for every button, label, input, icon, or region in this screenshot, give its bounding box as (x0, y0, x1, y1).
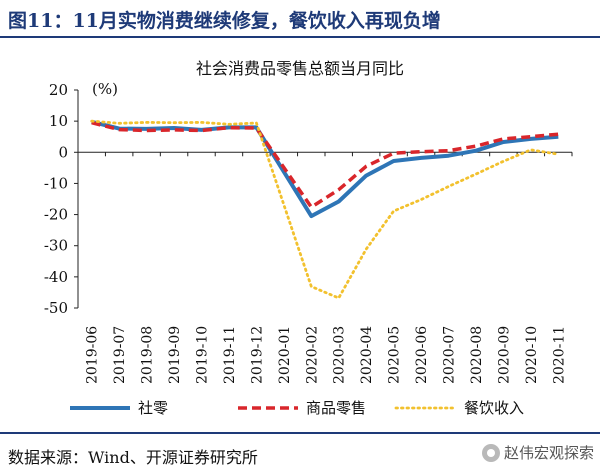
y-tick-label: 20 (49, 81, 68, 99)
series-line-2 (91, 121, 559, 209)
line-chart: 社会消费品零售总额当月同比 (%) 20100-10-20-30-40-5020… (44, 59, 573, 417)
chart-title: 社会消费品零售总额当月同比 (196, 59, 404, 78)
x-tick-label: 2020-07 (442, 326, 458, 384)
y-tick-label: 0 (58, 143, 68, 161)
y-tick-label: -10 (44, 174, 68, 192)
x-tick-label: 2020-05 (387, 326, 403, 384)
x-tick-label: 2019-11 (222, 326, 238, 384)
figure-title: 图11：11月实物消费继续修复，餐饮收入再现负增 (8, 10, 441, 32)
legend-label-1: 社零 (138, 399, 168, 417)
series-line-3 (90, 119, 560, 300)
x-tick-label: 2019-09 (167, 326, 183, 384)
y-tick-label: -20 (44, 206, 68, 224)
watermark-text: 赵伟宏观探索 (503, 444, 594, 462)
wechat-icon (481, 443, 500, 462)
x-tick-label: 2020-09 (496, 326, 512, 384)
x-tick-label: 2020-06 (414, 326, 430, 384)
x-tick-label: 2019-07 (112, 326, 128, 384)
chart-legend: 社零 商品零售 餐饮收入 (70, 399, 524, 417)
x-tick-label: 2020-01 (277, 326, 293, 384)
x-tick-label: 2020-02 (304, 326, 320, 384)
y-tick-label: -30 (44, 237, 68, 255)
legend-label-3: 餐饮收入 (464, 399, 524, 417)
y-tick-label: -40 (44, 268, 68, 286)
x-tick-label: 2020-11 (551, 326, 567, 384)
x-tick-label: 2020-10 (524, 326, 540, 384)
x-tick-label: 2019-12 (249, 326, 265, 384)
data-source-note: 数据来源：Wind、开源证券研究所 (8, 448, 258, 467)
series-line-1 (91, 119, 559, 219)
x-tick-label: 2019-08 (140, 326, 156, 384)
chart-axes: 20 10 0 -10 -20 -30 -40 -50 2019-06 2019-07 2019-0… (44, 81, 573, 384)
x-tick-label: 2020-04 (359, 326, 375, 384)
x-tick-label: 2020-03 (332, 326, 348, 384)
chart-container: 社会消费品零售总额当月同比 (%) 20 10 0 -10 -20 -30 -40 -50 20… (0, 40, 600, 430)
figure-header: 图11：11月实物消费继续修复，餐饮收入再现负增 (0, 0, 600, 38)
x-tick-label: 2019-06 (85, 326, 101, 384)
x-tick-label: 2020-08 (469, 326, 485, 384)
chart-lines (90, 119, 560, 300)
legend-label-2: 商品零售 (306, 399, 366, 417)
y-tick-label: -50 (44, 299, 68, 317)
y-axis-unit-label: (%) (92, 80, 118, 98)
figure-footer: 数据来源：Wind、开源证券研究所 赵伟宏观探索 (0, 432, 600, 476)
y-tick-label: 10 (49, 112, 68, 130)
x-tick-label: 2019-10 (195, 326, 211, 384)
watermark: 赵伟宏观探索 (481, 442, 594, 463)
